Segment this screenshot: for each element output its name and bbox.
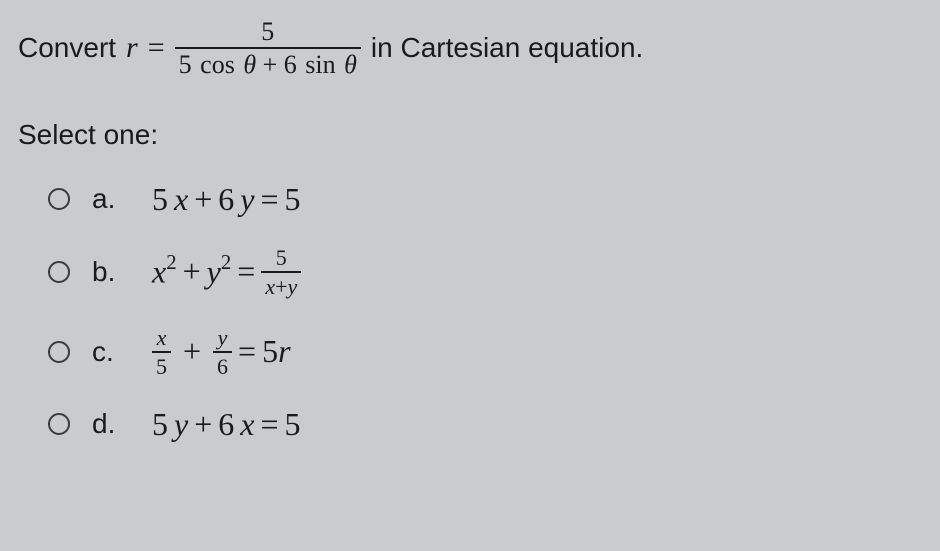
options-list: a. 5x + 6y = 5 b. x2 + y2 = 5 x+y: [18, 181, 916, 443]
question-stem: Convert r = 5 5 cos θ + 6 sin θ in Carte…: [18, 18, 916, 79]
option-a[interactable]: a. 5x + 6y = 5: [48, 181, 916, 218]
select-one-label: Select one:: [18, 119, 916, 151]
option-c-letter: c.: [92, 336, 130, 368]
frac-numerator: 5: [257, 18, 278, 45]
option-b[interactable]: b. x2 + y2 = 5 x+y: [48, 246, 916, 298]
radio-d[interactable]: [48, 413, 70, 435]
frac-denominator: 5 cos θ + 6 sin θ: [175, 51, 361, 78]
option-a-math: 5x + 6y = 5: [152, 181, 301, 218]
stem-var-r: r: [126, 31, 138, 65]
stem-eq: =: [148, 31, 165, 65]
option-b-frac: 5 x+y: [261, 246, 301, 298]
option-d[interactable]: d. 5y + 6x = 5: [48, 406, 916, 443]
option-b-letter: b.: [92, 256, 130, 288]
option-c-math: x 5 + y 6 = 5r: [152, 326, 291, 378]
stem-suffix: in Cartesian equation.: [371, 32, 643, 64]
option-a-letter: a.: [92, 183, 130, 215]
frac-bar: [175, 47, 361, 49]
option-c-frac2: y 6: [213, 326, 232, 378]
option-d-letter: d.: [92, 408, 130, 440]
option-c[interactable]: c. x 5 + y 6 = 5r: [48, 326, 916, 378]
stem-prefix: Convert: [18, 32, 116, 64]
option-b-math: x2 + y2 = 5 x+y: [152, 246, 301, 298]
radio-a[interactable]: [48, 188, 70, 210]
option-d-math: 5y + 6x = 5: [152, 406, 301, 443]
radio-c[interactable]: [48, 341, 70, 363]
option-c-frac1: x 5: [152, 326, 171, 378]
radio-b[interactable]: [48, 261, 70, 283]
stem-fraction: 5 5 cos θ + 6 sin θ: [175, 18, 361, 79]
